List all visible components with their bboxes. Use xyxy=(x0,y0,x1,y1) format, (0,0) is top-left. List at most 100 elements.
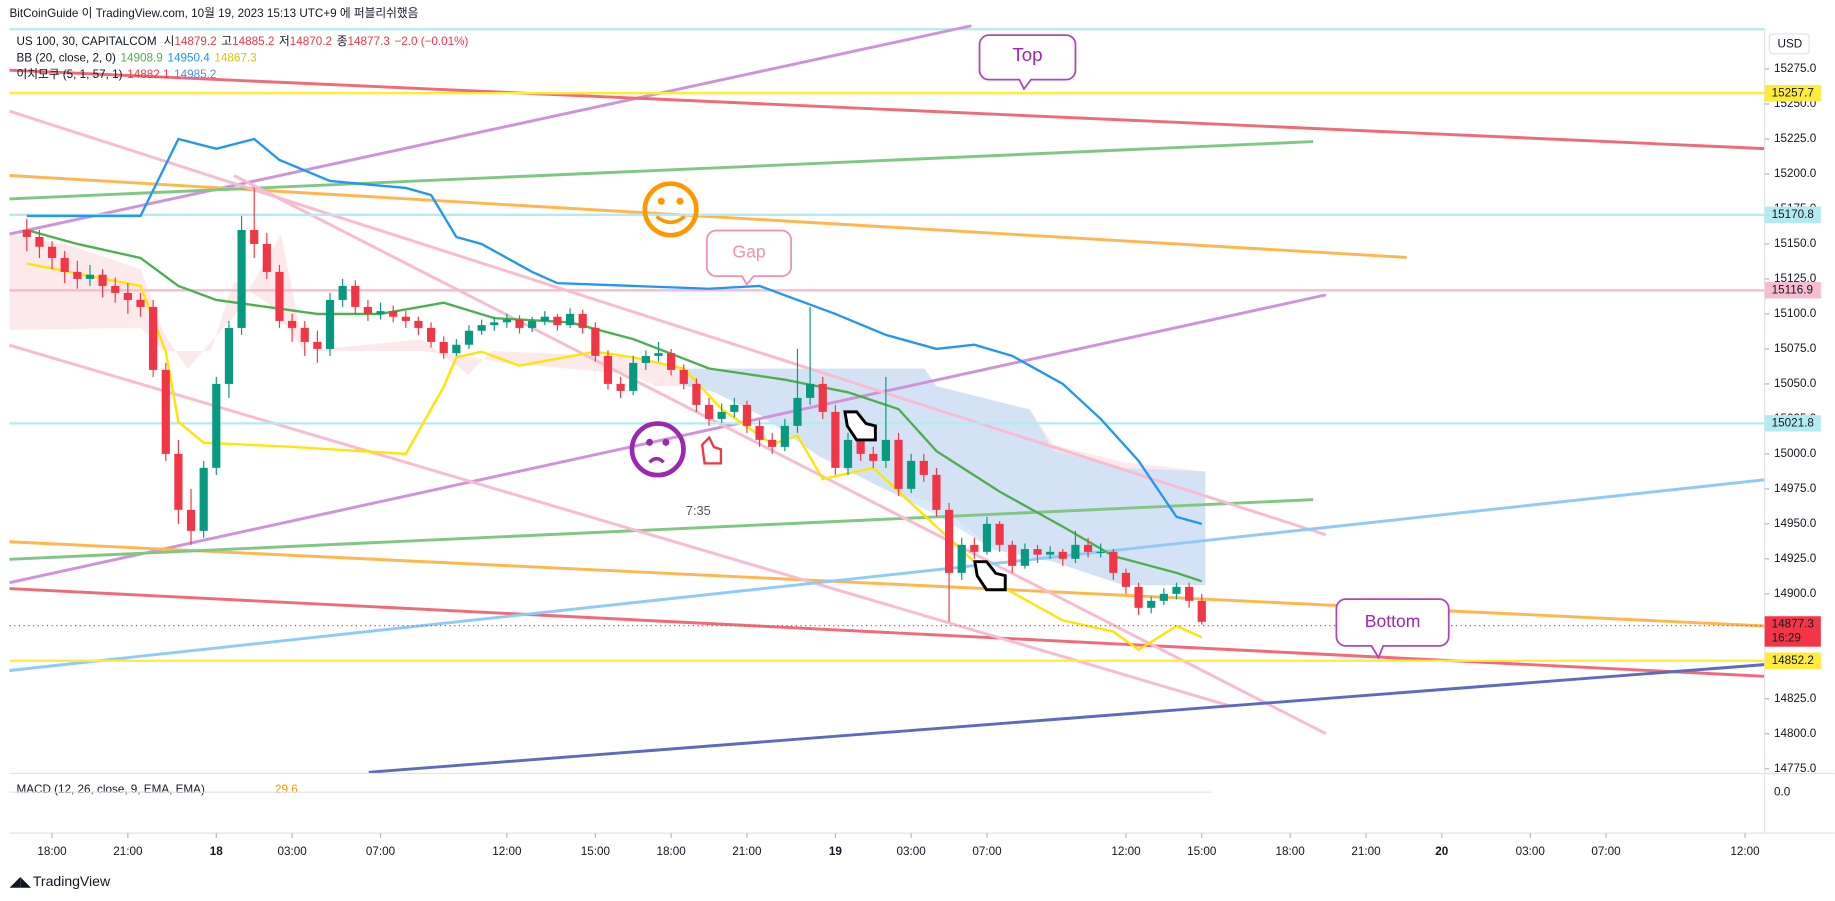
bb-value: 14950.4 xyxy=(168,52,211,65)
time-note: 7:35 xyxy=(686,503,711,518)
candle-body xyxy=(426,327,436,342)
level-label: 15257.7 xyxy=(1772,86,1814,99)
candle-body xyxy=(1046,551,1055,555)
hand-icon xyxy=(843,410,877,442)
candle-body xyxy=(528,320,537,328)
callout-text: Top xyxy=(1012,44,1042,65)
candle-body xyxy=(1172,586,1181,594)
trend-line xyxy=(9,498,1314,561)
trend-line xyxy=(9,293,1327,585)
annotation-top: Top xyxy=(978,34,1077,91)
x-tick-label: 07:00 xyxy=(366,845,396,858)
candle-body xyxy=(212,383,221,468)
candle-body xyxy=(831,411,840,468)
candle-body xyxy=(136,299,145,307)
level-label: 15170.8 xyxy=(1772,208,1814,221)
x-tick-label: 12:00 xyxy=(1111,845,1141,858)
level-label-box xyxy=(1764,652,1821,669)
candle-body xyxy=(73,271,82,279)
x-tick-label: 15:00 xyxy=(581,845,611,858)
candle-body xyxy=(1109,551,1118,573)
candle-body xyxy=(1058,551,1067,559)
x-tick-label: 20 xyxy=(1435,845,1449,858)
candle-body xyxy=(654,353,663,356)
candle-body xyxy=(98,274,107,286)
x-tick-label: 18:00 xyxy=(37,845,67,858)
indicator-line xyxy=(26,137,1203,525)
candle-body xyxy=(338,285,347,300)
x-tick-label: 07:00 xyxy=(972,845,1002,858)
candle-body xyxy=(1134,586,1143,608)
level-label: 14852.2 xyxy=(1772,654,1814,667)
candle-body xyxy=(565,313,575,326)
candle-body xyxy=(288,320,297,328)
candle-body xyxy=(957,544,966,573)
y-tick-label: 15125.0 xyxy=(1774,272,1817,285)
annotation-bottom: Bottom xyxy=(1335,598,1450,660)
symbol: US 100, 30, CAPITALCOM xyxy=(17,35,157,48)
ohlc-value: 14870.2 xyxy=(290,35,332,48)
y-tick-label: 15275.0 xyxy=(1774,62,1817,75)
legend-ichimoku: 이치모쿠 (5, 1, 57, 1) 14882.1 14985.2 xyxy=(17,68,217,81)
candle-body xyxy=(262,243,271,272)
candle-body xyxy=(1096,551,1105,554)
header: BitCoinGuide 이 TradingView.com, 10월 19, … xyxy=(9,7,418,20)
candle-body xyxy=(679,369,688,384)
marks xyxy=(9,92,1765,662)
candle-body xyxy=(123,292,132,300)
x-tick-label: 19 xyxy=(829,845,843,858)
y-tick-label: 15050.0 xyxy=(1774,377,1817,390)
price-pane xyxy=(9,24,1765,774)
candle-body xyxy=(553,316,562,326)
candle-body xyxy=(363,306,373,314)
candle-body xyxy=(692,383,701,405)
y-tick-label: 14950.0 xyxy=(1774,517,1817,530)
y-tick-label: 15200.0 xyxy=(1774,167,1817,180)
candle-body xyxy=(869,453,878,461)
candle-body xyxy=(982,523,992,552)
ohlc-label: 저 xyxy=(279,35,290,48)
candle-body xyxy=(818,383,827,412)
y-tick-label: 15075.0 xyxy=(1774,342,1817,355)
callout xyxy=(705,229,793,286)
candle-body xyxy=(1071,544,1080,559)
macd-value: 29.6 xyxy=(275,783,298,796)
candle-body xyxy=(401,316,410,321)
candle-body xyxy=(1121,572,1131,587)
candle-body xyxy=(591,327,600,356)
hand-icon xyxy=(700,435,723,465)
y-tick-label: 14925.0 xyxy=(1774,552,1817,565)
level-label-box xyxy=(1764,282,1821,299)
candle-body xyxy=(85,274,95,279)
candle-body xyxy=(1083,544,1093,552)
countdown: 16:29 xyxy=(1772,632,1801,645)
candle-body xyxy=(199,467,208,531)
candle-body xyxy=(768,439,777,447)
candle-body xyxy=(439,341,448,354)
candle-body xyxy=(149,306,158,370)
level-label: 15116.9 xyxy=(1772,283,1813,296)
candle-body xyxy=(1020,549,1029,566)
candle-body xyxy=(389,311,398,317)
x-tick-label: 18:00 xyxy=(657,845,687,858)
candle-body xyxy=(515,319,524,328)
footer: TradingView xyxy=(33,873,111,889)
candle-body xyxy=(704,404,714,419)
candle-body xyxy=(313,341,322,349)
trend-line xyxy=(9,478,1765,672)
candle-body xyxy=(780,425,789,447)
y-tick-label: 14775.0 xyxy=(1774,762,1817,775)
callout-text: Gap xyxy=(732,241,765,261)
hand-icon xyxy=(973,560,1007,592)
candle-body xyxy=(742,404,752,426)
x-tick-label: 18 xyxy=(210,845,224,858)
last-price-label: 14877.3 xyxy=(1772,618,1814,631)
callout xyxy=(978,34,1077,91)
x-tick-label: 21:00 xyxy=(732,845,762,858)
candle-body xyxy=(414,320,423,328)
candle-body xyxy=(793,397,802,426)
candle-body xyxy=(325,299,335,349)
y-tick-label: 15100.0 xyxy=(1774,307,1817,320)
candle-body xyxy=(919,460,928,475)
candle-body xyxy=(224,327,234,384)
